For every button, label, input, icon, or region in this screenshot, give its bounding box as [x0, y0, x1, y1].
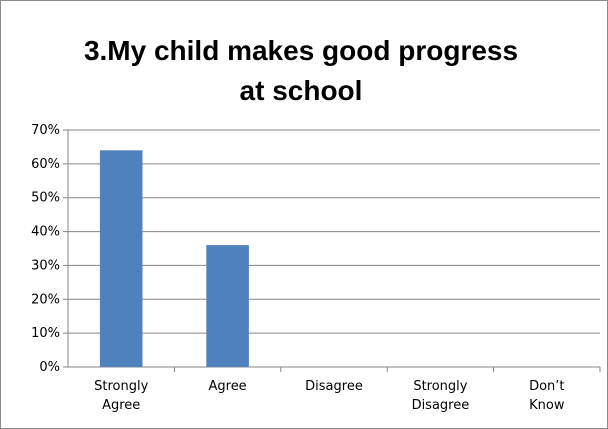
bar [99, 150, 143, 367]
y-tick-label: 60% [31, 157, 60, 172]
y-tick-label: 10% [31, 326, 60, 341]
chart-title-line-1: 3.My child makes good progress [83, 35, 519, 66]
x-category-label: Don’t [529, 379, 564, 394]
chart-title-line-2: at school [239, 75, 363, 106]
y-tick-label: 20% [31, 292, 60, 307]
bar [206, 245, 249, 367]
chart-title: 3.My child makes good progress at school [41, 31, 561, 111]
x-category-label: Agree [208, 379, 246, 394]
x-category-label: Disagree [305, 379, 363, 394]
y-tick-label: 0% [39, 360, 60, 375]
x-category-label: Strongly [413, 379, 467, 394]
y-tick-label: 30% [31, 258, 60, 273]
x-category-label: Strongly [94, 379, 148, 394]
x-category-label: Agree [102, 398, 140, 413]
y-tick-label: 50% [31, 191, 60, 206]
x-category-label: Disagree [412, 398, 470, 413]
y-tick-label: 40% [31, 225, 60, 240]
y-tick-label: 70% [31, 123, 60, 138]
x-category-label: Know [529, 398, 565, 413]
